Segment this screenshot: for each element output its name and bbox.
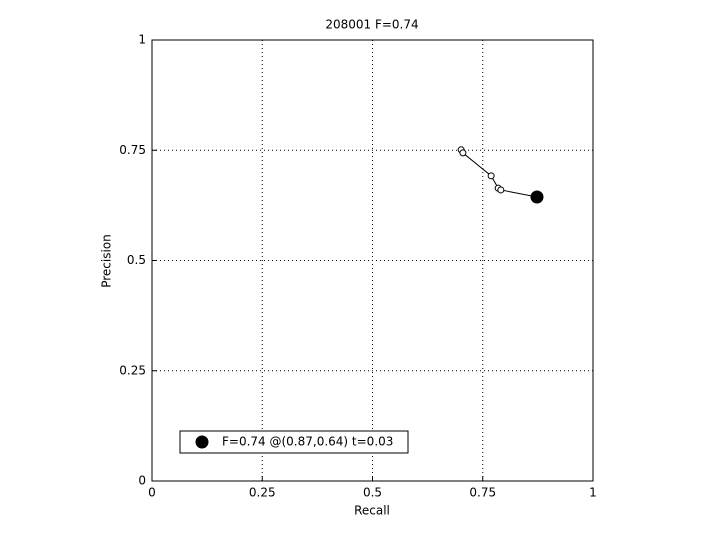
- point: [487, 172, 495, 180]
- y-axis-label: Precision: [100, 234, 114, 288]
- x-tick-label: 0.5: [363, 486, 382, 500]
- x-tick-label: 0.75: [469, 486, 496, 500]
- y-tick-label: 0: [138, 474, 146, 488]
- legend-box: [179, 430, 409, 454]
- point: [497, 186, 505, 194]
- y-tick-label: 0.75: [119, 143, 146, 157]
- y-tick-label: 1: [138, 33, 146, 47]
- x-tick-label: 0.25: [249, 486, 276, 500]
- legend-label: F=0.74 @(0.87,0.64) t=0.03: [222, 435, 393, 449]
- x-tick-label: 0: [148, 486, 156, 500]
- y-tick-label: 0.25: [119, 363, 146, 377]
- point: [530, 190, 544, 204]
- legend-marker: [195, 435, 209, 449]
- chart-title: 208001 F=0.74: [325, 18, 418, 32]
- y-tick-label: 0.5: [127, 253, 146, 267]
- x-tick-label: 1: [589, 486, 597, 500]
- plot-frame: [151, 39, 594, 482]
- point: [459, 149, 467, 157]
- x-axis-label: Recall: [354, 504, 390, 518]
